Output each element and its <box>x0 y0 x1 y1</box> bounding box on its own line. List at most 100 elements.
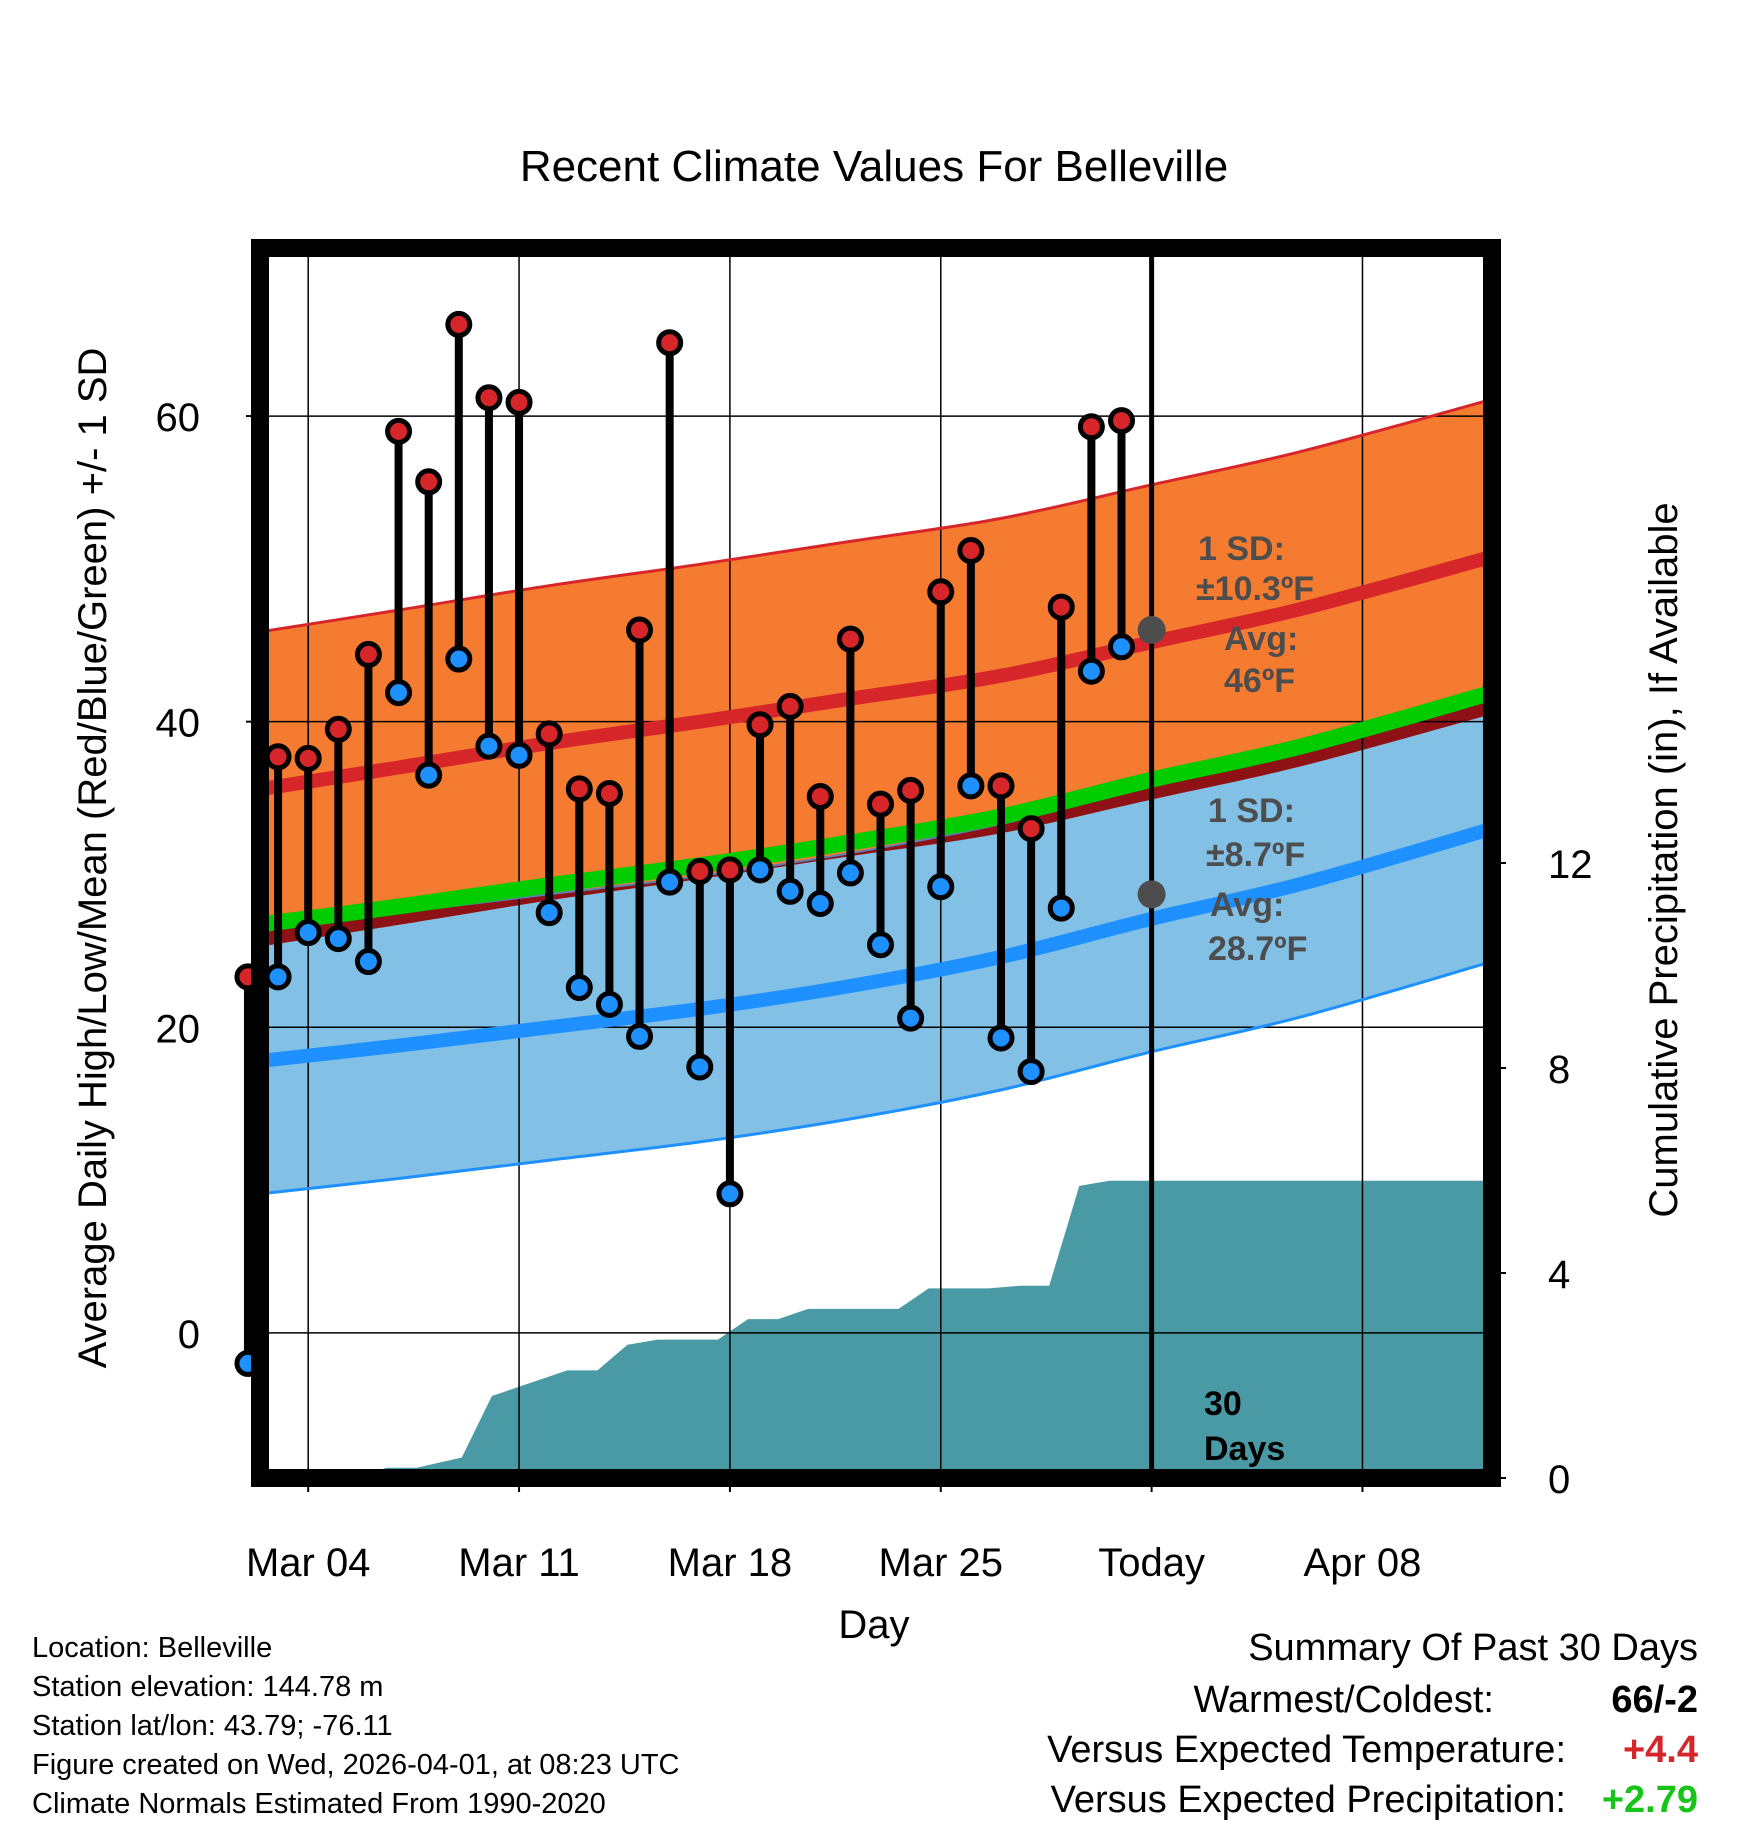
observed-low-point <box>475 732 503 760</box>
y-tick-label: 40 <box>156 702 201 746</box>
observed-low-point <box>415 761 443 789</box>
observed-high-point <box>264 743 292 771</box>
y2-tick-label: 0 <box>1548 1458 1570 1502</box>
observed-low-point <box>445 645 473 673</box>
low-minus-sd-edge <box>260 960 1492 1196</box>
observed-high-point <box>927 578 955 606</box>
y-tick-label: 0 <box>178 1313 200 1357</box>
observed-high-point <box>1107 407 1135 435</box>
warmest-coldest-label: Warmest/Coldest: <box>1193 1679 1494 1721</box>
observed-high-point <box>867 790 895 818</box>
low-sd-label: 1 SD: <box>1208 792 1295 830</box>
observed-low-point <box>1017 1058 1045 1086</box>
axes-layer: 0 20 40 60 0 4 8 12 Mar 04 Mar 11 Mar 18 Mar 25 Toda… <box>156 262 1593 1585</box>
observed-low-point <box>385 679 413 707</box>
x-tick-label: Today <box>1098 1541 1205 1585</box>
precip-departure-label: Versus Expected Precipitation: <box>1051 1779 1566 1821</box>
observed-high-point <box>445 310 473 338</box>
observed-high-point <box>1077 413 1105 441</box>
bands-layer <box>260 399 1492 1194</box>
x-tick-label: Mar 11 <box>458 1541 580 1585</box>
observed-high-point <box>776 692 804 720</box>
observed-high-point <box>475 384 503 412</box>
observed-high-point <box>656 329 684 357</box>
summary-panel: Summary Of Past 30 Days Warmest/Coldest:… <box>1047 1627 1698 1821</box>
temp-departure-label: Versus Expected Temperature: <box>1047 1729 1566 1771</box>
observed-low-point <box>264 963 292 991</box>
observed-high-point <box>415 468 443 496</box>
temp-departure-value: +4.4 <box>1623 1729 1698 1771</box>
high-normal-annotation: 1 SD: ±10.3ºF Avg: 46ºF <box>1196 530 1314 700</box>
observed-low-point <box>656 868 684 896</box>
observed-low-point <box>595 990 623 1018</box>
observations-layer <box>234 310 1135 1377</box>
warmest-coldest-value: 66/-2 <box>1611 1679 1698 1721</box>
station-info: Location: Belleville Station elevation: … <box>32 1632 680 1820</box>
observed-high-point <box>686 857 714 885</box>
observed-high-point <box>1017 815 1045 843</box>
grid-layer <box>260 248 1492 1478</box>
high-avg-marker <box>1137 615 1166 644</box>
x-tick-label: Mar 25 <box>879 1541 1004 1585</box>
low-normal-annotation: 1 SD: ±8.7ºF Avg: 28.7ºF <box>1206 792 1307 968</box>
observed-low-point <box>776 877 804 905</box>
low-avg-value: 28.7ºF <box>1208 930 1307 968</box>
observed-low-point <box>867 931 895 959</box>
low-sd-value: ±8.7ºF <box>1206 836 1305 874</box>
observed-low-point <box>1077 657 1105 685</box>
y2-tick-label: 4 <box>1548 1253 1570 1297</box>
observed-low-point <box>957 772 985 800</box>
days-word: Days <box>1204 1430 1285 1468</box>
x-tick-label: Mar 04 <box>246 1541 371 1585</box>
station-location: Location: Belleville <box>32 1632 272 1664</box>
y2-axis-label: Cumulative Precipitation (in), If Availa… <box>1642 502 1686 1217</box>
normal-low-line <box>260 821 1492 1069</box>
y-tick-label: 60 <box>156 396 201 440</box>
observed-low-point <box>565 974 593 1002</box>
observed-low-point <box>927 873 955 901</box>
observed-high-point <box>324 715 352 743</box>
low-avg-label: Avg: <box>1210 886 1284 924</box>
precip-layer <box>260 1180 1492 1478</box>
observed-high-point <box>987 772 1015 800</box>
observed-low-point <box>1107 633 1135 661</box>
overlap-band <box>260 695 1492 947</box>
observed-high-point <box>806 783 834 811</box>
y2-tick-label: 12 <box>1548 843 1593 887</box>
high-sd-value: ±10.3ºF <box>1196 570 1314 608</box>
observed-high-point <box>1047 593 1075 621</box>
y2-tick-label: 8 <box>1548 1048 1570 1092</box>
observed-low-point <box>1047 894 1075 922</box>
observed-high-point <box>354 640 382 668</box>
high-sd-label: 1 SD: <box>1198 530 1285 568</box>
observed-high-point <box>746 711 774 739</box>
observed-high-point <box>626 616 654 644</box>
observed-low-point <box>626 1022 654 1050</box>
station-latlon: Station lat/lon: 43.79; -76.11 <box>32 1710 393 1742</box>
days-number: 30 <box>1204 1385 1242 1423</box>
station-elevation: Station elevation: 144.78 m <box>32 1671 383 1703</box>
observed-low-point <box>354 948 382 976</box>
x-tick-label: Apr 08 <box>1304 1541 1422 1585</box>
observed-high-point <box>535 720 563 748</box>
y-tick-label: 20 <box>156 1007 201 1051</box>
observed-low-point <box>535 899 563 927</box>
x-axis-label: Day <box>838 1603 909 1647</box>
y-axis-label: Average Daily High/Low/Mean (Red/Blue/Gr… <box>71 348 115 1369</box>
observed-low-point <box>836 859 864 887</box>
climate-normals-note: Climate Normals Estimated From 1990-2020 <box>32 1788 606 1820</box>
observed-high-point <box>897 776 925 804</box>
high-avg-label: Avg: <box>1224 620 1298 658</box>
figure-created: Figure created on Wed, 2026-04-01, at 08… <box>32 1749 680 1781</box>
chart-title: Recent Climate Values For Belleville <box>520 142 1228 191</box>
observed-high-point <box>565 775 593 803</box>
observed-high-point <box>505 388 533 416</box>
observed-low-point <box>716 1180 744 1208</box>
high-plus-sd-edge <box>260 397 1492 634</box>
observed-low-point <box>987 1024 1015 1052</box>
observed-high-point <box>385 417 413 445</box>
high-avg-value: 46ºF <box>1224 662 1295 700</box>
observed-high-point <box>294 744 322 772</box>
observed-low-point <box>806 889 834 917</box>
